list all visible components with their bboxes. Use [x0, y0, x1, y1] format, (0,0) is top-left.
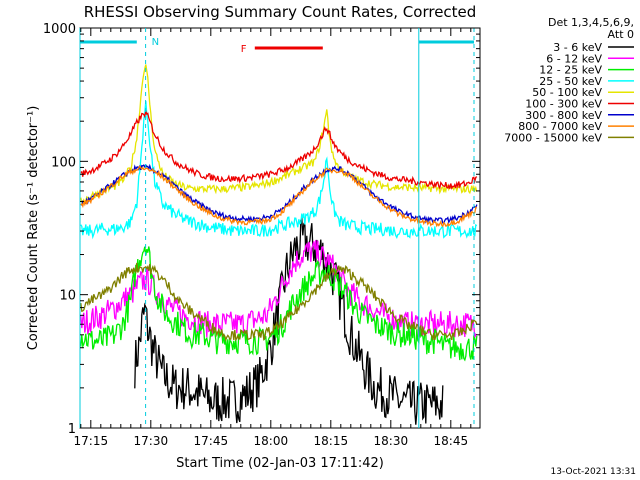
legend-label: 300 - 800 keV [525, 109, 602, 122]
x-axis-label: Start Time (02-Jan-03 17:11:42) [176, 456, 384, 471]
y-tick-label: 1000 [43, 22, 76, 37]
series-line-8 [80, 165, 477, 228]
series-line-3 [80, 246, 478, 362]
legend-label: 6 - 12 keV [546, 52, 602, 65]
annotation-layer: NF [79, 28, 475, 428]
series-layer [80, 64, 478, 425]
y-tick-label: 1 [68, 422, 76, 437]
x-tick-label: 17:45 [194, 434, 229, 448]
x-tick-label: 18:00 [254, 434, 289, 448]
y-axis-ticks: 1 10 100 1000 [43, 22, 480, 437]
n-marker-label: N [152, 37, 159, 48]
x-tick-label: 18:15 [314, 434, 349, 448]
legend-label: 12 - 25 keV [539, 64, 602, 77]
legend-label: 25 - 50 keV [539, 75, 602, 88]
legend-title-line-2: Att 0 [608, 28, 634, 41]
x-tick-label: 17:30 [134, 434, 169, 448]
series-line-6 [80, 109, 478, 190]
x-tick-label: 17:15 [74, 434, 109, 448]
legend-label: 50 - 100 keV [532, 86, 602, 99]
x-tick-label: 18:30 [374, 434, 409, 448]
flare-flag-label: F [241, 44, 247, 55]
legend-label: 800 - 7000 keV [518, 120, 602, 133]
x-axis-ticks: 17:15 17:30 17:45 18:00 18:15 18:30 18:45 [74, 28, 472, 448]
legend-label: 100 - 300 keV [525, 98, 602, 111]
chart-title: RHESSI Observing Summary Count Rates, Co… [84, 3, 477, 21]
footer-date: 13-Oct-2021 13:31 [551, 467, 636, 477]
x-tick-label: 18:45 [434, 434, 469, 448]
series-line-7 [80, 163, 478, 225]
plot-area: NF 17:15 17:30 17:45 18:00 18:15 18:30 18:45 1… [43, 22, 481, 448]
legend-label: 3 - 6 keV [553, 41, 602, 54]
y-tick-label: 10 [59, 289, 76, 304]
series-line-9 [80, 262, 478, 342]
legend-label: 7000 - 15000 keV [504, 131, 602, 144]
y-axis-label: Corrected Count Rate (s⁻¹ detector⁻¹) [26, 106, 41, 351]
legend-title-line-1: Det 1,3,4,5,6,9, [548, 16, 634, 29]
series-line-5 [80, 64, 478, 205]
y-tick-label: 100 [51, 155, 76, 170]
